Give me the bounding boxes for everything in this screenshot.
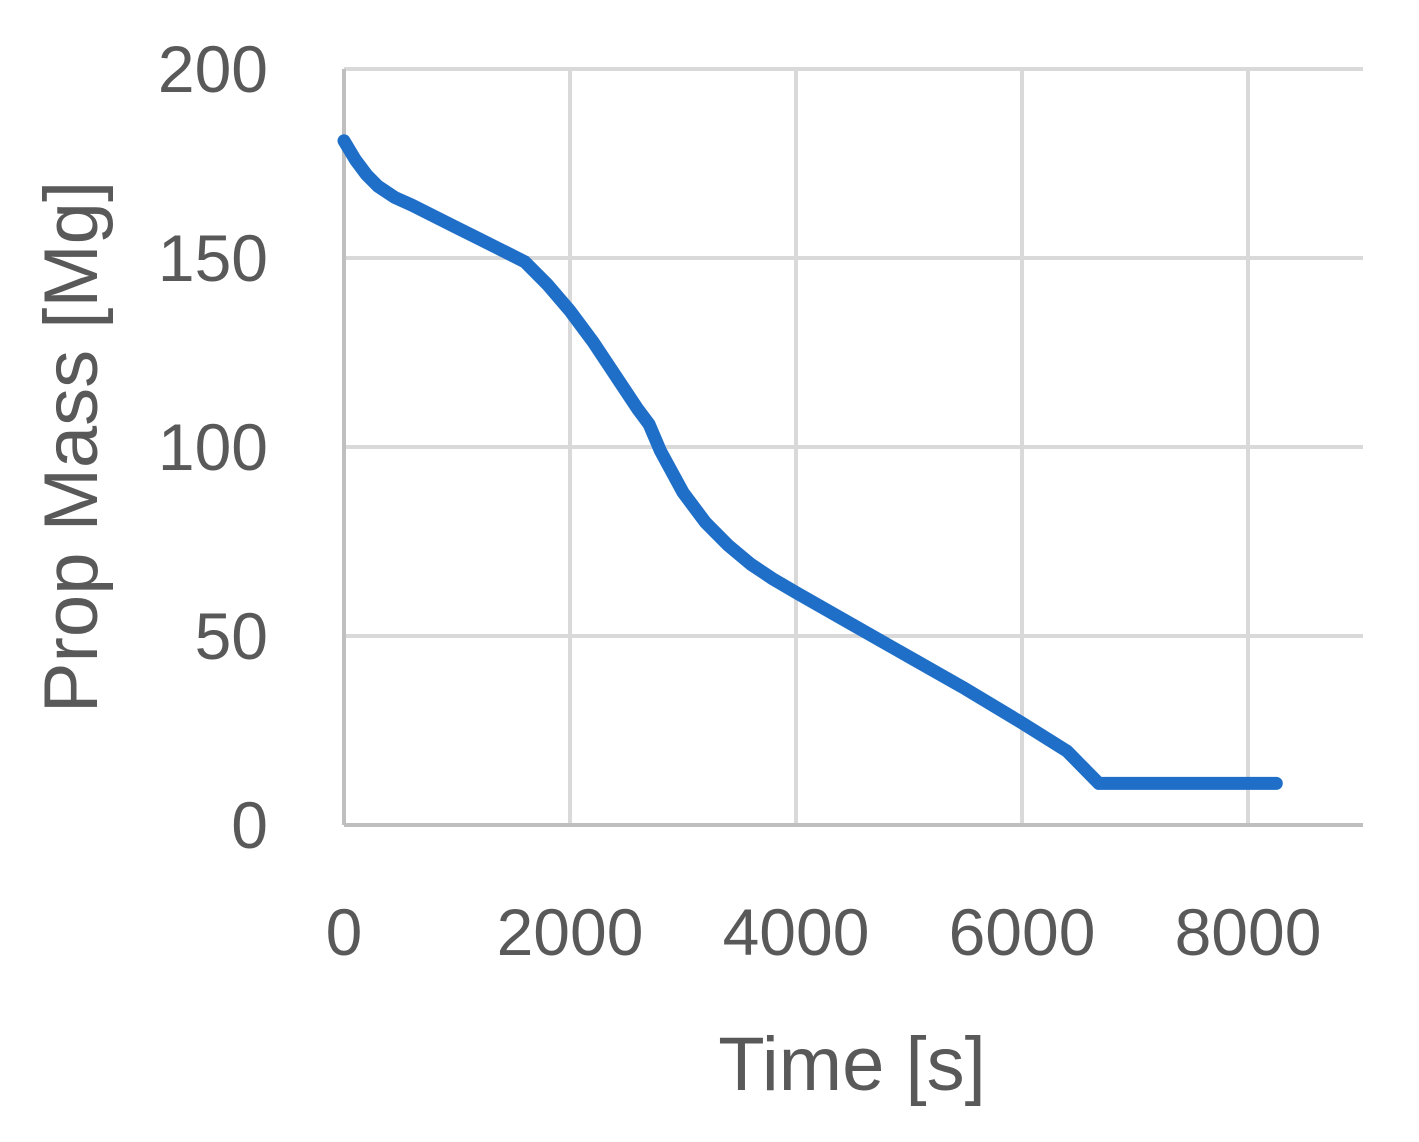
gridlines (344, 67, 1363, 825)
series-line-0 (337, 134, 1283, 790)
x-tick-label: 0 (326, 895, 363, 969)
x-tick-labels: 0 2000 4000 6000 8000 (326, 895, 1322, 969)
x-tick-label: 2000 (497, 895, 644, 969)
series-layer (337, 134, 1283, 790)
y-axis-title: Prop Mass [Mg] (29, 181, 114, 713)
x-axis-title: Time [s] (718, 1022, 985, 1107)
y-tick-label: 200 (158, 32, 268, 106)
x-tick-label: 4000 (723, 895, 870, 969)
y-tick-label: 50 (195, 599, 268, 673)
x-tick-label: 8000 (1175, 895, 1322, 969)
x-tick-label: 6000 (949, 895, 1096, 969)
y-tick-label: 100 (158, 410, 268, 484)
y-tick-label: 150 (158, 221, 268, 295)
y-tick-label: 0 (231, 788, 268, 862)
axes (342, 69, 1363, 827)
y-tick-labels: 0 50 100 150 200 (158, 32, 268, 862)
